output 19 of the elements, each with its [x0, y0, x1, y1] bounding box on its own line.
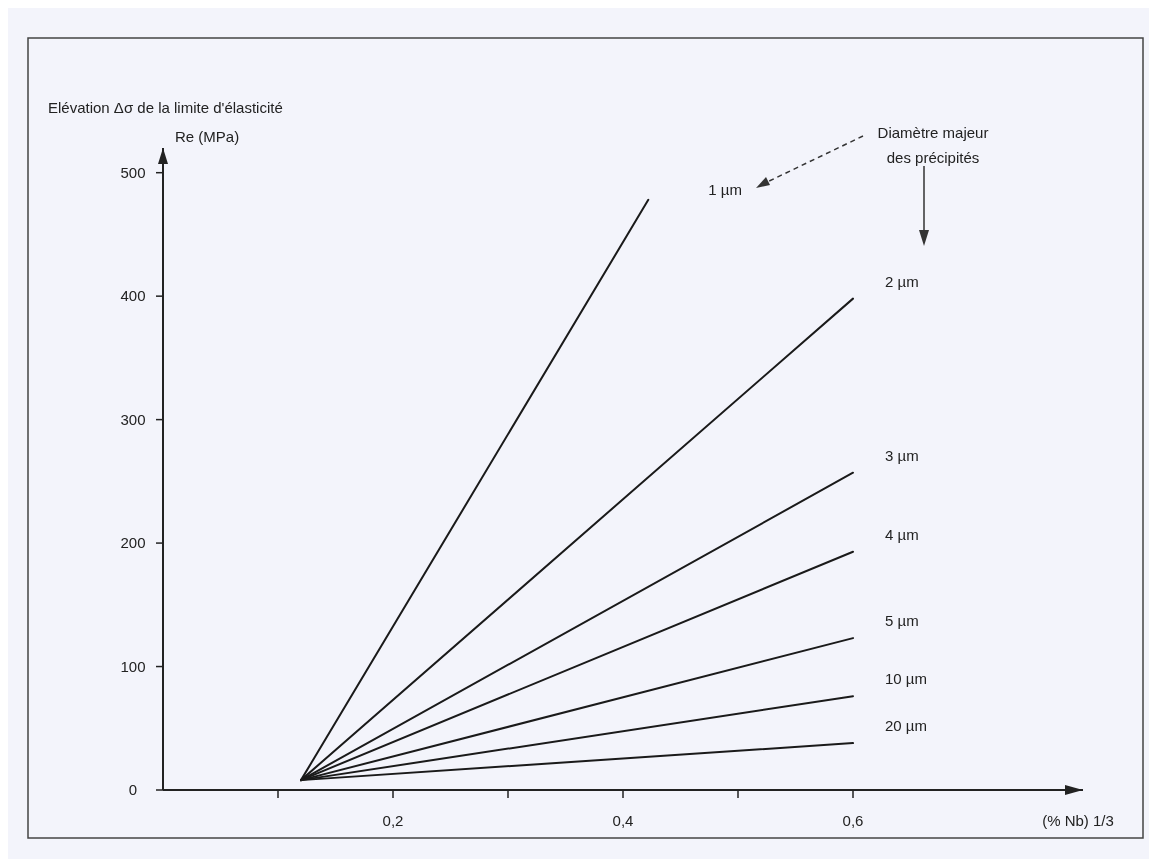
text: 2 µm	[885, 272, 919, 290]
y-axis-title: Elévation Δσ de la limite d'élasticité Re (MPa)	[48, 99, 283, 145]
text: 3 µm	[885, 446, 919, 464]
text: 10 µm	[885, 670, 927, 688]
x-tick-label: 0,6	[842, 812, 864, 829]
annotation: Diamètre majeur des précipités	[877, 124, 989, 166]
y-tick-label: 500	[120, 163, 146, 181]
y-tick-label: 300	[120, 410, 146, 428]
y-tick-label: 0	[128, 781, 138, 799]
y-tick-label: 200	[120, 534, 146, 552]
text: 20 µm	[885, 717, 927, 735]
x-tick-label: 0,4	[612, 812, 634, 829]
y-tick-label: 100	[120, 657, 146, 675]
text: 4 µm	[885, 525, 919, 543]
text: 5 µm	[885, 612, 919, 630]
x-tick-label: 0,2	[382, 812, 404, 829]
text: 1 µm	[708, 180, 742, 198]
x-axis-title: (% Nb) 1/3	[1042, 812, 1114, 829]
y-tick-label: 400	[120, 287, 146, 305]
